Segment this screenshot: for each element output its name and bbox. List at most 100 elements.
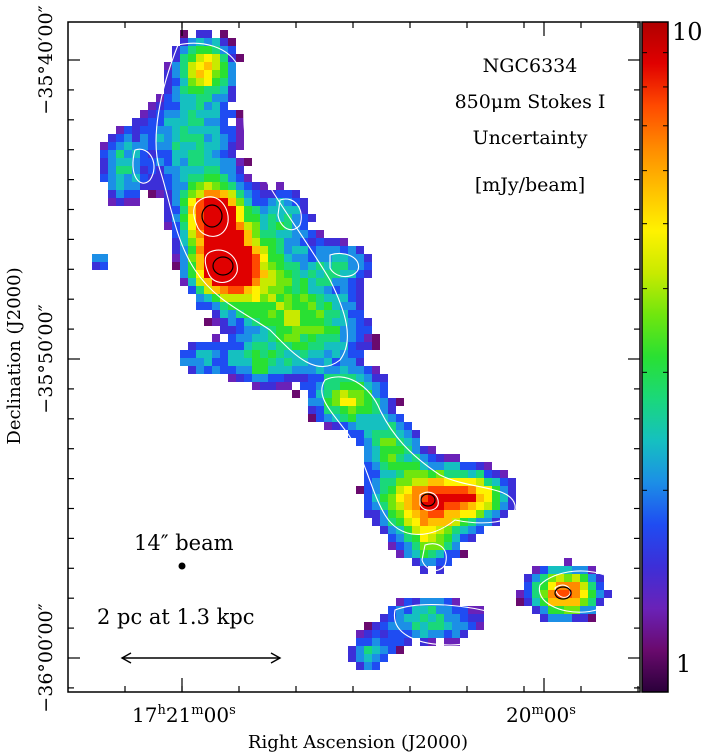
map-pixel — [308, 414, 316, 422]
map-pixel — [172, 230, 180, 238]
map-pixel — [564, 566, 572, 574]
map-pixel — [140, 150, 148, 158]
map-pixel — [196, 238, 204, 246]
map-pixel — [404, 454, 412, 462]
contour-line — [132, 148, 155, 184]
map-pixel — [212, 310, 220, 318]
map-pixel — [468, 526, 476, 534]
map-pixel — [212, 318, 220, 326]
map-pixel — [308, 262, 316, 270]
map-pixel — [420, 462, 428, 470]
map-pixel — [204, 198, 212, 206]
map-pixel — [332, 406, 340, 414]
map-pixel — [388, 614, 396, 622]
map-pixel — [180, 78, 188, 86]
map-pixel — [460, 526, 468, 534]
map-pixel — [420, 598, 428, 606]
map-pixel — [124, 174, 132, 182]
map-pixel — [124, 142, 132, 150]
map-pixel — [372, 630, 380, 638]
map-pixel — [452, 462, 460, 470]
map-pixel — [380, 526, 388, 534]
map-pixel — [284, 206, 292, 214]
map-pixel — [388, 526, 396, 534]
map-pixel — [412, 550, 420, 558]
map-pixel — [396, 614, 404, 622]
map-pixel — [268, 350, 276, 358]
map-pixel — [116, 142, 124, 150]
map-pixel — [348, 334, 356, 342]
map-pixel — [540, 606, 548, 614]
map-pixel — [388, 630, 396, 638]
map-pixel — [332, 238, 340, 246]
map-pixel — [468, 478, 476, 486]
map-pixel — [180, 198, 188, 206]
map-pixel — [356, 302, 364, 310]
map-pixel — [324, 294, 332, 302]
map-pixel — [380, 422, 388, 430]
map-pixel — [268, 326, 276, 334]
map-pixel — [548, 606, 556, 614]
map-pixel — [300, 318, 308, 326]
map-pixel — [228, 326, 236, 334]
map-pixel — [244, 262, 252, 270]
map-pixel — [188, 238, 196, 246]
map-pixel — [564, 590, 572, 598]
map-pixel — [284, 246, 292, 254]
map-pixel — [404, 478, 412, 486]
map-pixel — [132, 198, 140, 206]
map-pixel — [564, 614, 572, 622]
map-pixel — [276, 382, 284, 390]
y-tick-label-1: −35°40′00″ — [35, 5, 57, 114]
contour-line — [277, 198, 302, 231]
map-pixel — [212, 270, 220, 278]
map-pixel — [308, 238, 316, 246]
map-pixel — [468, 622, 476, 630]
map-pixel — [388, 422, 396, 430]
map-pixel — [340, 286, 348, 294]
map-pixel — [148, 102, 156, 110]
map-pixel — [348, 342, 356, 350]
map-pixel — [212, 174, 220, 182]
map-pixel — [484, 478, 492, 486]
map-pixel — [196, 262, 204, 270]
map-pixel — [180, 46, 188, 54]
map-pixel — [492, 494, 500, 502]
map-pixel — [172, 110, 180, 118]
map-pixel — [292, 190, 300, 198]
map-pixel — [268, 214, 276, 222]
map-pixel — [420, 614, 428, 622]
map-pixel — [420, 558, 428, 566]
map-pixel — [324, 318, 332, 326]
map-pixel — [204, 78, 212, 86]
map-pixel — [268, 270, 276, 278]
map-pixel — [220, 198, 228, 206]
map-pixel — [468, 462, 476, 470]
map-pixel — [276, 326, 284, 334]
map-pixel — [396, 646, 404, 654]
map-pixel — [212, 62, 220, 70]
peak-contour — [212, 256, 234, 276]
map-pixel — [308, 254, 316, 262]
map-pixel — [548, 598, 556, 606]
map-pixel — [212, 214, 220, 222]
beam-label: 14″ beam — [134, 531, 234, 555]
map-pixel — [140, 110, 148, 118]
map-pixel — [452, 470, 460, 478]
map-pixel — [332, 278, 340, 286]
map-pixel — [252, 222, 260, 230]
map-pixel — [332, 310, 340, 318]
map-pixel — [172, 62, 180, 70]
map-pixel — [228, 222, 236, 230]
map-pixel — [156, 94, 164, 102]
map-pixel — [172, 190, 180, 198]
map-pixel — [484, 462, 492, 470]
map-pixel — [228, 150, 236, 158]
map-pixel — [260, 358, 268, 366]
map-pixel — [276, 358, 284, 366]
map-pixel — [436, 494, 444, 502]
map-pixel — [276, 366, 284, 374]
map-pixel — [284, 278, 292, 286]
map-pixel — [308, 302, 316, 310]
x-tick-label-2: 20m00s — [506, 703, 576, 727]
